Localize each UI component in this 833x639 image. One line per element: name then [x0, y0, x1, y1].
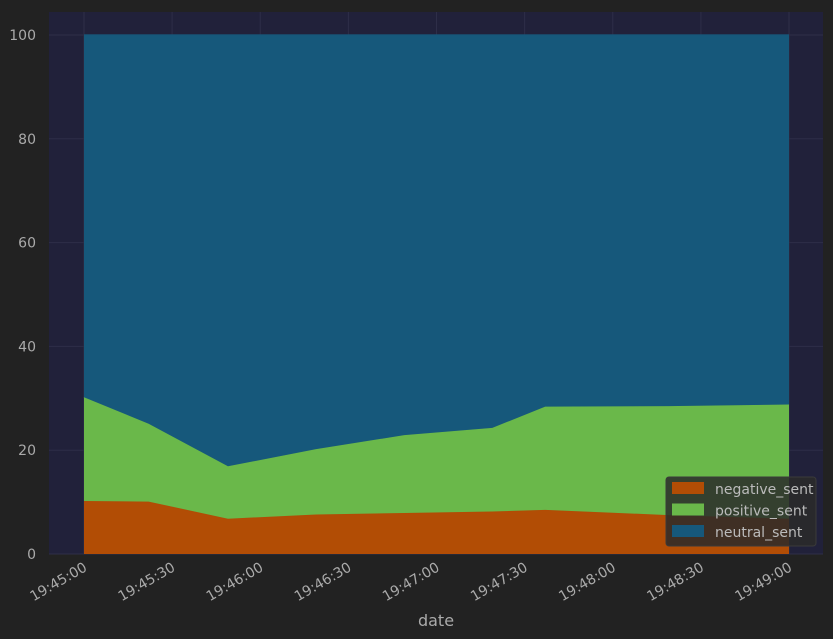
y-tick-label: 100	[9, 28, 36, 44]
legend-label: positive_sent	[715, 504, 808, 520]
area-series	[83, 34, 790, 554]
y-tick-label: 40	[18, 339, 36, 355]
y-tick-label: 20	[18, 443, 36, 459]
legend-label: negative_sent	[715, 482, 814, 498]
y-axis: 0 20 40 60 80 100	[9, 28, 36, 563]
area-negative-sent	[84, 501, 789, 554]
y-tick-label: 0	[27, 547, 36, 563]
legend-label: neutral_sent	[715, 525, 803, 541]
area-neutral-sent	[84, 35, 789, 467]
area-positive-sent	[84, 397, 789, 519]
y-tick-label: 60	[18, 236, 36, 252]
legend-swatch	[672, 503, 704, 516]
y-tick-label: 80	[18, 132, 36, 148]
legend-swatch	[672, 525, 704, 537]
legend: negative_sent positive_sent neutral_sent	[665, 476, 817, 547]
x-axis-title: date	[418, 611, 454, 630]
legend-swatch	[672, 482, 704, 494]
